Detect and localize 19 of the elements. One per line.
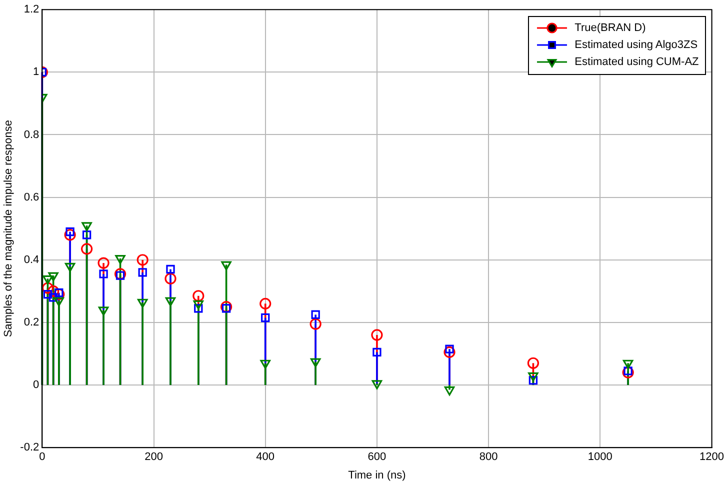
- y-tick-label: 0: [33, 379, 40, 392]
- y-tick-label: 0.6: [24, 191, 40, 204]
- x-axis-title: Time in (ns): [348, 469, 406, 482]
- x-tick-label: 1200: [700, 451, 724, 464]
- legend-label: Estimated using CUM-AZ: [574, 56, 699, 68]
- x-tick-label: 200: [144, 451, 163, 464]
- x-tick-label: 800: [479, 451, 498, 464]
- legend-label: Estimated using Algo3ZS: [574, 39, 698, 52]
- y-tick-label: 0.8: [24, 128, 40, 141]
- y-tick-label: -0.2: [20, 442, 40, 454]
- legend-label: True(BRAN D): [574, 22, 646, 34]
- y-tick-label: 1.2: [24, 4, 40, 16]
- y-tick-label: 0.4: [24, 254, 40, 266]
- x-tick-label: 600: [368, 451, 386, 464]
- y-tick-label: 0.2: [24, 316, 40, 328]
- y-axis-title: Samples of the magnitude impulse response: [2, 120, 15, 338]
- x-tick-label: 400: [256, 451, 275, 464]
- x-tick-label: 1000: [588, 451, 612, 464]
- y-tick-label: 1: [33, 66, 40, 78]
